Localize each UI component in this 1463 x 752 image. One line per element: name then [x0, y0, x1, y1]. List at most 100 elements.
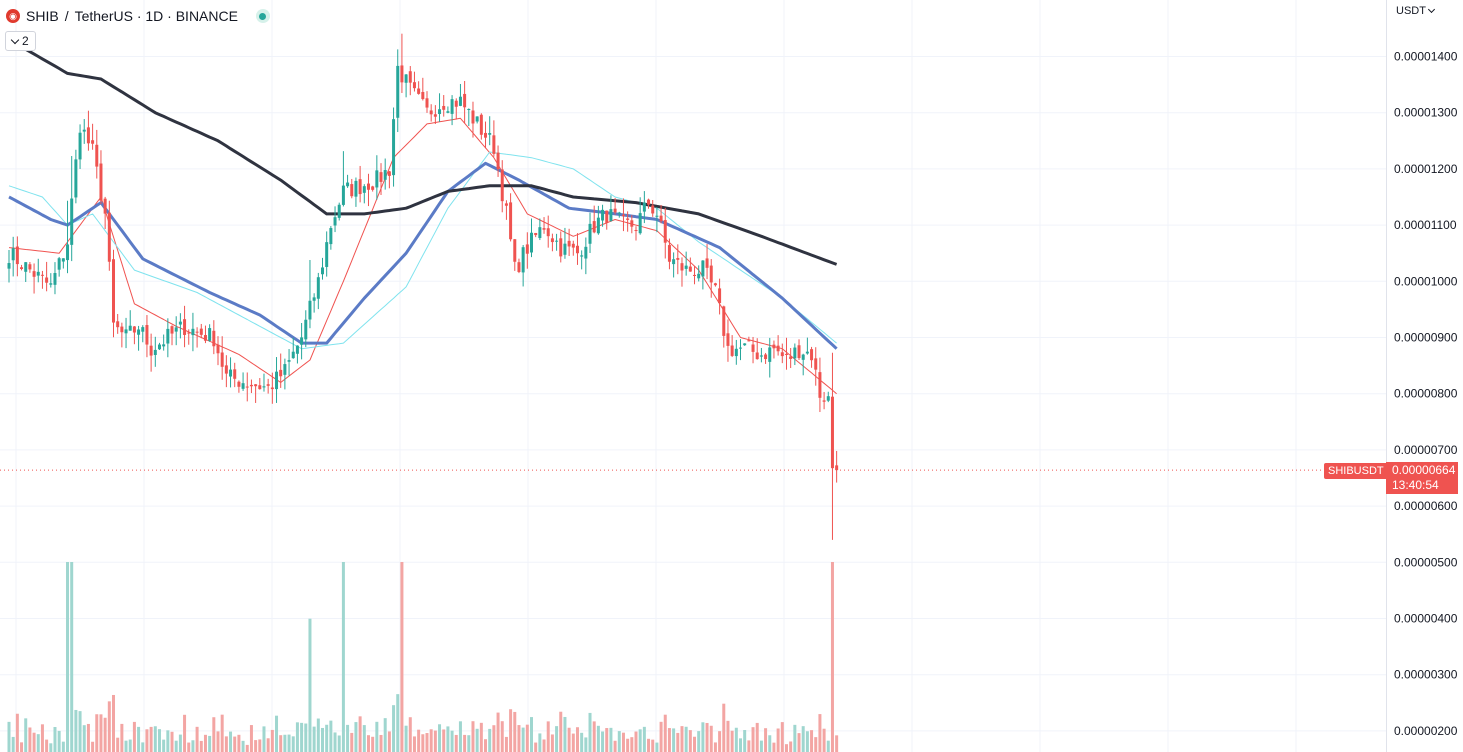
candle-up	[396, 65, 400, 118]
volume-bar	[24, 718, 28, 752]
volume-bar	[308, 618, 312, 752]
volume-bar	[755, 722, 759, 752]
candle-up	[596, 217, 600, 234]
volume-bar	[266, 738, 270, 752]
candle-up	[78, 132, 82, 160]
candle-up	[321, 267, 324, 275]
volume-bar	[542, 739, 546, 752]
volume-bar	[530, 717, 533, 752]
candle-down	[571, 243, 575, 248]
candle-down	[266, 384, 270, 386]
candle-down	[199, 328, 203, 335]
volume-bar	[141, 742, 145, 752]
volume-bar	[521, 727, 525, 752]
volume-bar	[91, 741, 95, 752]
last-price-value: 0.00000664	[1392, 463, 1456, 477]
candle-up	[166, 328, 170, 344]
volume-bar	[149, 726, 153, 752]
candle-up	[283, 364, 287, 375]
candle-down	[187, 332, 191, 334]
price-axis-label: 0.00000500	[1394, 555, 1458, 569]
volume-bar	[504, 736, 508, 752]
volume-bar	[651, 739, 655, 752]
volume-bar	[580, 732, 584, 752]
volume-bar	[438, 724, 442, 752]
volume-bar	[647, 738, 651, 752]
volume-bar	[634, 731, 638, 752]
symbol-legend[interactable]: ◉ SHIB / TetherUS · 1D · BINANCE	[6, 6, 270, 26]
candle-down	[371, 186, 375, 190]
volume-bar	[283, 734, 287, 752]
volume-bar	[354, 722, 358, 752]
volume-bar	[768, 735, 772, 752]
volume-bar	[195, 726, 199, 752]
candle-up	[538, 227, 542, 239]
volume-bar	[605, 728, 609, 752]
currency-selector[interactable]: USDT	[1396, 5, 1435, 17]
candle-down	[517, 262, 521, 272]
candle-down	[830, 396, 834, 469]
volume-bar	[383, 718, 387, 752]
volume-bar	[751, 727, 755, 752]
candle-down	[216, 344, 220, 354]
volume-bar	[496, 712, 500, 752]
candle-down	[279, 369, 283, 377]
last-price-tag: 0.00000664 13:40:54	[1386, 462, 1458, 494]
candle-down	[120, 326, 124, 333]
candle-up	[316, 277, 320, 299]
candle-down	[797, 345, 801, 359]
candle-down	[709, 265, 713, 283]
candle-down	[496, 152, 500, 170]
volume-bar	[734, 727, 738, 752]
volume-bar	[550, 734, 554, 752]
volume-bar	[772, 742, 776, 752]
price-axis-label: 0.00000200	[1394, 724, 1458, 738]
candle-down	[509, 202, 513, 240]
volume-bar	[208, 735, 212, 752]
candle-down	[237, 381, 241, 387]
volume-bar	[563, 716, 567, 752]
volume-bar	[249, 725, 253, 752]
candle-down	[722, 306, 726, 336]
candle-down	[659, 215, 663, 222]
candle-down	[651, 205, 655, 214]
candle-up	[53, 273, 57, 285]
volume-bar	[321, 727, 324, 752]
candle-up	[61, 258, 65, 262]
currency-label: USDT	[1396, 5, 1426, 17]
volume-bar	[107, 701, 111, 752]
candle-down	[421, 91, 425, 100]
volume-bar	[229, 731, 233, 752]
candle-up	[157, 344, 161, 350]
price-axis-label: 0.00001200	[1394, 162, 1458, 176]
candle-up	[458, 96, 462, 106]
volume-bar	[341, 562, 345, 752]
volume-bar	[387, 731, 391, 752]
candle-down	[112, 259, 115, 323]
volume-bar	[638, 729, 642, 752]
volume-bar	[187, 742, 191, 752]
volume-bar	[688, 730, 692, 752]
volume-bar	[137, 726, 141, 752]
price-axis[interactable]: 0.00001400 0.00001300 0.00001200 0.00001100…	[1386, 0, 1458, 752]
candle-up	[11, 248, 15, 261]
candle-down	[755, 352, 759, 360]
price-axis-label: 0.00000900	[1394, 331, 1458, 345]
volume-bar	[304, 723, 308, 752]
candle-up	[191, 328, 195, 336]
candle-down	[245, 386, 249, 388]
indicators-toggle-button[interactable]: 2	[5, 31, 36, 51]
volume-bar	[70, 562, 74, 752]
volume-bar	[145, 729, 149, 752]
candle-up	[475, 116, 479, 122]
volume-bar	[433, 730, 437, 752]
candle-down	[693, 274, 697, 276]
price-axis-label: 0.00000300	[1394, 668, 1458, 682]
volume-bar	[362, 725, 366, 752]
moving-average-line	[8, 151, 837, 350]
volume-bar	[534, 742, 538, 752]
symbol-name[interactable]: SHIB	[26, 8, 59, 24]
volume-bar	[95, 714, 99, 752]
volume-bar	[743, 730, 747, 752]
